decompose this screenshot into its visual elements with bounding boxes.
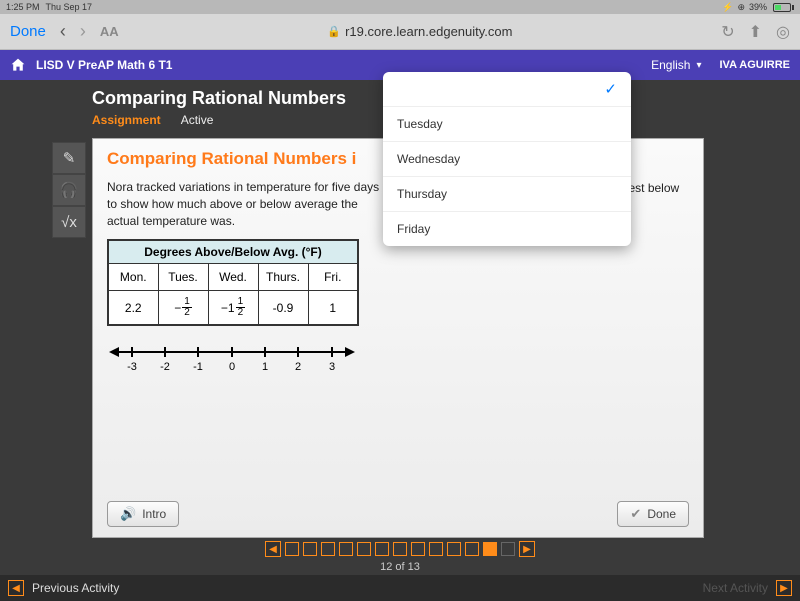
svg-text:-3: -3 <box>127 361 137 373</box>
text-size-button[interactable]: AA <box>100 24 119 39</box>
user-name: IVA AGUIRRE <box>720 59 791 71</box>
lock-icon: 🔒 <box>327 25 341 38</box>
prev-activity-icon[interactable]: ◀ <box>8 580 24 596</box>
battery-icon <box>771 3 794 12</box>
svg-text:-2: -2 <box>160 361 170 373</box>
url-bar[interactable]: 🔒 r19.core.learn.edgenuity.com <box>133 24 708 39</box>
dropdown-option[interactable]: Friday <box>383 212 631 246</box>
progress-box[interactable] <box>375 542 389 556</box>
progress-box[interactable] <box>411 542 425 556</box>
cell: 1 <box>308 291 358 326</box>
progress-box[interactable] <box>357 542 371 556</box>
prev-activity-label[interactable]: Previous Activity <box>32 581 119 595</box>
svg-text:0: 0 <box>229 361 235 373</box>
wifi-icon: ⚡ <box>722 2 733 13</box>
language-selector[interactable]: English <box>651 58 690 72</box>
progress-label: 12 of 13 <box>0 561 800 573</box>
svg-text:2: 2 <box>295 361 301 373</box>
svg-text:3: 3 <box>329 361 335 373</box>
home-icon[interactable] <box>10 57 26 73</box>
assignment-label: Assignment <box>92 113 161 127</box>
progress-row: ◀ ▶ <box>0 541 800 557</box>
back-icon[interactable]: ‹ <box>60 21 66 42</box>
reload-icon[interactable]: ↻ <box>721 22 734 42</box>
browser-toolbar: Done ‹ › AA 🔒 r19.core.learn.edgenuity.c… <box>0 14 800 50</box>
table-title: Degrees Above/Below Avg. (°F) <box>108 240 358 264</box>
course-name: LISD V PreAP Math 6 T1 <box>36 58 651 72</box>
chevron-down-icon[interactable]: ▾ <box>696 60 701 71</box>
orientation-lock-icon: ⊕ <box>737 2 745 13</box>
col-head: Mon. <box>108 264 158 291</box>
next-activity-label: Next Activity <box>703 581 768 595</box>
pencil-tool[interactable]: ✎ <box>52 142 86 174</box>
cell: 2.2 <box>108 291 158 326</box>
share-icon[interactable]: ⬆ <box>749 22 762 42</box>
status-date: Thu Sep 17 <box>46 2 93 12</box>
progress-box[interactable] <box>285 542 299 556</box>
progress-box[interactable] <box>429 542 443 556</box>
safari-tabs-icon[interactable]: ◎ <box>776 22 790 42</box>
prompt-text: Nora tracked variations in temperature f… <box>107 179 387 229</box>
col-head: Thurs. <box>258 264 308 291</box>
progress-prev[interactable]: ◀ <box>265 541 281 557</box>
check-icon: ✓ <box>604 80 617 98</box>
speaker-icon: 🔊 <box>120 506 136 522</box>
dropdown-option[interactable]: Thursday <box>383 177 631 212</box>
dropdown-option[interactable]: Wednesday <box>383 142 631 177</box>
url-text: r19.core.learn.edgenuity.com <box>345 24 512 39</box>
progress-box[interactable] <box>393 542 407 556</box>
temperature-table: Degrees Above/Below Avg. (°F) Mon. Tues.… <box>107 239 359 326</box>
progress-box[interactable] <box>501 542 515 556</box>
left-column: Nora tracked variations in temperature f… <box>107 179 387 380</box>
dropdown-option[interactable]: Tuesday <box>383 107 631 142</box>
cell: -0.9 <box>258 291 308 326</box>
audio-tool[interactable]: 🎧 <box>52 174 86 206</box>
status-label: Active <box>181 113 214 127</box>
number-line: -3 -2 -1 0 1 2 3 <box>107 340 387 380</box>
progress-box-current[interactable] <box>483 542 497 556</box>
progress-box[interactable] <box>303 542 317 556</box>
tool-rail: ✎ 🎧 √x <box>52 142 86 238</box>
bottom-bar: ◀ Previous Activity Next Activity ▶ <box>0 575 800 601</box>
next-activity-icon[interactable]: ▶ <box>776 580 792 596</box>
svg-text:1: 1 <box>262 361 268 373</box>
done-card-button[interactable]: ✔ Done <box>617 501 689 527</box>
ios-status-bar: 1:25 PM Thu Sep 17 ⚡ ⊕ 39% <box>0 0 800 14</box>
progress-box[interactable] <box>339 542 353 556</box>
status-time: 1:25 PM <box>6 2 40 12</box>
progress-box[interactable] <box>447 542 461 556</box>
progress-box[interactable] <box>321 542 335 556</box>
calculator-tool[interactable]: √x <box>52 206 86 238</box>
check-icon: ✔ <box>630 506 641 522</box>
intro-button[interactable]: 🔊 Intro <box>107 501 179 527</box>
forward-icon[interactable]: › <box>80 21 86 42</box>
cell: −12 <box>158 291 208 326</box>
dropdown-menu: ✓ Tuesday Wednesday Thursday Friday <box>383 72 631 246</box>
progress-next[interactable]: ▶ <box>519 541 535 557</box>
cell: −112 <box>208 291 258 326</box>
battery-pct: 39% <box>749 2 767 12</box>
col-head: Wed. <box>208 264 258 291</box>
dropdown-selected-indicator[interactable]: ✓ <box>383 72 631 107</box>
progress-box[interactable] <box>465 542 479 556</box>
done-button[interactable]: Done <box>10 23 46 40</box>
col-head: Tues. <box>158 264 208 291</box>
svg-text:-1: -1 <box>193 361 203 373</box>
col-head: Fri. <box>308 264 358 291</box>
